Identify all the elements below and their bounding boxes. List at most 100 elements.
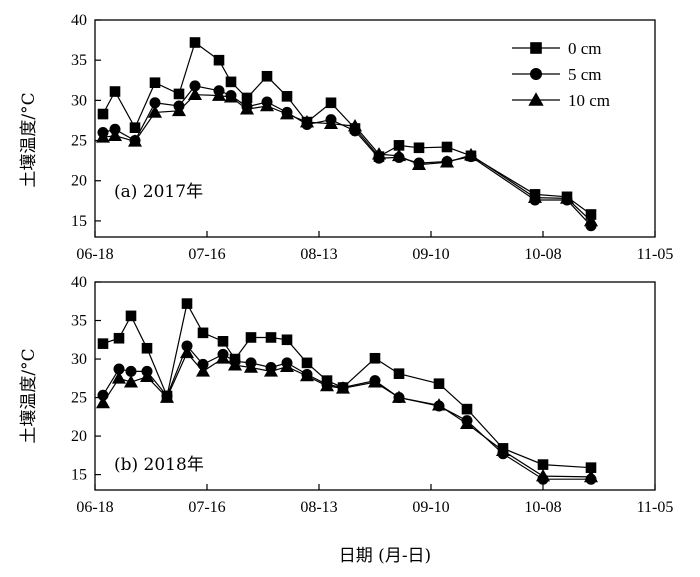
point-5cm: [125, 365, 137, 377]
series-line-5cm: [102, 344, 591, 480]
panel-2018: 15 20 25 30 35 40 06-18 07-16 08-13 09-10 10-08 11-…: [71, 274, 673, 516]
point-0cm: [197, 327, 209, 339]
point-10cm: [147, 105, 163, 118]
point-0cm: [109, 86, 121, 97]
point-10cm: [139, 369, 155, 383]
point-10cm: [391, 390, 407, 403]
point-10cm: [263, 364, 279, 377]
legend-label-0cm: 0 cm: [568, 39, 602, 58]
y-tick-label: 35: [71, 313, 87, 330]
point-0cm: [537, 459, 549, 470]
series-line-10cm: [102, 351, 592, 478]
point-10cm: [431, 398, 447, 411]
point-0cm: [113, 332, 125, 344]
x-tick-label: 08-13: [300, 499, 337, 516]
legend-label-5cm: 5 cm: [568, 65, 602, 84]
point-10cm: [239, 102, 255, 115]
series-line-0cm: [102, 41, 592, 215]
point-10cm: [95, 395, 111, 409]
x-tick-label: 07-16: [188, 246, 225, 263]
point-10cm: [211, 88, 227, 101]
legend-marker-10cm: [528, 92, 544, 106]
x-tick-label: 06-18: [76, 246, 113, 263]
point-10cm: [227, 358, 243, 371]
point-0cm: [141, 342, 153, 354]
point-10cm: [439, 155, 455, 168]
panel-label: (b) 2018年: [114, 455, 204, 475]
point-0cm: [225, 76, 237, 88]
point-10cm: [459, 416, 475, 430]
point-0cm: [181, 298, 193, 309]
point-10cm: [195, 364, 211, 377]
point-0cm: [393, 368, 405, 379]
point-10cm: [583, 469, 599, 483]
point-10cm: [391, 148, 407, 162]
point-0cm: [217, 336, 229, 347]
point-0cm: [97, 108, 109, 120]
point-0cm: [281, 334, 293, 346]
point-0cm: [433, 378, 445, 389]
point-0cm: [441, 141, 453, 153]
x-tick-label: 07-16: [188, 499, 225, 516]
point-10cm: [299, 114, 315, 128]
y-tick-label: 25: [71, 133, 87, 150]
series-line-10cm: [102, 94, 592, 222]
point-10cm: [187, 87, 203, 101]
x-tick-label: 06-18: [76, 499, 113, 516]
x-tick-label: 11-05: [637, 499, 674, 516]
y-tick-label: 25: [71, 390, 87, 407]
legend: 0 cm 5 cm 10 cm: [512, 39, 610, 110]
x-tick-label: 10-08: [524, 499, 561, 516]
point-10cm: [463, 147, 479, 161]
point-10cm: [335, 381, 351, 394]
point-10cm: [179, 345, 195, 359]
y-tick-label: 20: [71, 428, 87, 445]
point-0cm: [261, 70, 273, 82]
plot-frame: [94, 281, 656, 491]
y-tick-label: 40: [71, 274, 87, 291]
x-tick-label: 09-10: [412, 246, 449, 263]
y-axis-title-a: 土壤温度/°C: [18, 92, 39, 187]
point-10cm: [259, 98, 275, 112]
point-0cm: [245, 332, 257, 343]
point-10cm: [367, 375, 383, 388]
point-0cm: [413, 142, 425, 154]
plot-frame: [94, 19, 656, 238]
y-tick-label: 30: [71, 92, 87, 109]
y-tick-label: 35: [71, 52, 87, 69]
point-10cm: [279, 359, 295, 373]
point-0cm: [129, 122, 141, 133]
point-10cm: [583, 213, 599, 227]
point-10cm: [371, 147, 387, 160]
point-10cm: [559, 191, 575, 204]
point-10cm: [535, 469, 551, 482]
x-axis-title: 日期 (月-日): [339, 546, 431, 566]
x-tick-label: 10-08: [524, 246, 561, 263]
point-0cm: [213, 54, 225, 66]
x-tick-label: 11-05: [637, 246, 674, 263]
point-10cm: [223, 90, 239, 103]
panel-label: (a) 2017年: [114, 182, 203, 202]
point-10cm: [347, 118, 363, 132]
point-0cm: [125, 310, 137, 322]
y-tick-label: 15: [71, 467, 87, 484]
y-tick-label: 30: [71, 351, 87, 368]
point-0cm: [189, 37, 201, 48]
y-tick-label: 20: [71, 173, 87, 190]
y-axis-title-b: 土壤温度/°C: [18, 348, 39, 443]
point-10cm: [215, 351, 231, 364]
point-0cm: [97, 338, 109, 349]
legend-marker-5cm: [529, 67, 543, 81]
point-10cm: [527, 190, 543, 203]
point-10cm: [107, 128, 123, 142]
point-10cm: [95, 130, 111, 143]
point-0cm: [461, 403, 473, 415]
point-10cm: [159, 390, 175, 403]
point-0cm: [301, 357, 313, 369]
point-10cm: [299, 368, 315, 382]
series-line-0cm: [102, 301, 592, 469]
point-10cm: [243, 360, 259, 373]
point-10cm: [323, 116, 339, 129]
y-tick-label: 15: [71, 213, 87, 230]
